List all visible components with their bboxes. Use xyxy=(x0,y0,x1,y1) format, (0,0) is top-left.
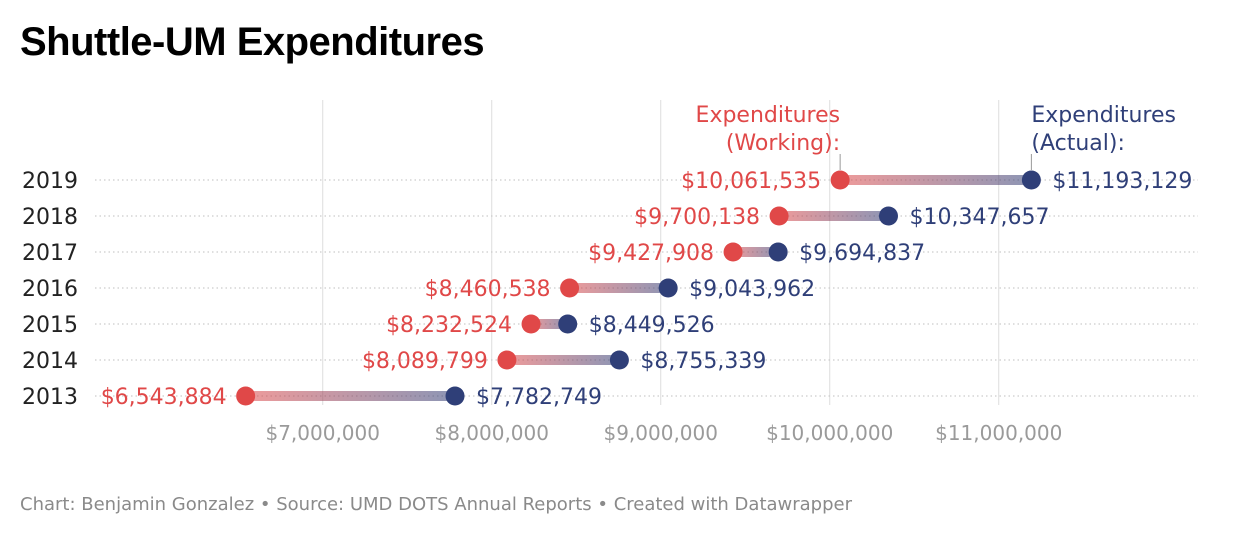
actual-value-label: $10,347,657 xyxy=(909,205,1049,230)
range-bar xyxy=(506,355,620,365)
actual-value-label: $11,193,129 xyxy=(1052,169,1192,194)
data-points xyxy=(236,170,1041,406)
working-dot xyxy=(521,314,541,334)
actual-dot xyxy=(878,206,898,226)
range-bar xyxy=(531,319,568,329)
actual-dot xyxy=(658,278,678,298)
x-tick-labels: $7,000,000 $8,000,000 $9,000,000 $10,000,00… xyxy=(265,421,1062,445)
x-tick-label: $8,000,000 xyxy=(434,421,549,445)
range-bar xyxy=(779,211,889,221)
category-label: 2016 xyxy=(22,277,78,302)
actual-dot xyxy=(445,386,465,406)
working-dot xyxy=(560,278,580,298)
actual-value-label: $9,043,962 xyxy=(689,277,815,302)
working-dot xyxy=(497,350,517,370)
working-value-label: $9,427,908 xyxy=(588,241,714,266)
x-tick-label: $9,000,000 xyxy=(603,421,718,445)
actual-value-label: $9,694,837 xyxy=(799,241,925,266)
chart-title: Shuttle-UM Expenditures xyxy=(20,20,485,64)
actual-value-label: $7,782,749 xyxy=(476,385,602,410)
working-value-label: $10,061,535 xyxy=(681,169,821,194)
working-value-label: $9,700,138 xyxy=(634,205,760,230)
series-labels: Expenditures (Working): Expenditures (Actua… xyxy=(696,103,1176,170)
category-label: 2014 xyxy=(22,349,78,374)
actual-value-label: $8,755,339 xyxy=(640,349,766,374)
footer-credit: Chart: Benjamin Gonzalez xyxy=(20,494,255,515)
footer-separator: • xyxy=(254,494,277,515)
footer-created: Created with Datawrapper xyxy=(613,494,853,515)
actual-dot xyxy=(609,350,629,370)
category-labels: 2019 2018 2017 2016 2015 2014 2013 xyxy=(22,169,78,410)
actual-series-label: Expenditures xyxy=(1031,103,1176,128)
footer: Chart: Benjamin Gonzalez • Source: UMD D… xyxy=(20,494,852,515)
category-label: 2019 xyxy=(22,169,78,194)
footer-separator: • xyxy=(591,494,614,515)
working-value-label: $6,543,884 xyxy=(101,385,227,410)
actual-dot xyxy=(768,242,788,262)
value-labels: $10,061,535 $11,193,129 $9,700,138 $10,347,… xyxy=(101,169,1193,410)
range-bar xyxy=(840,175,1032,185)
range-bar xyxy=(733,247,779,257)
range-bar xyxy=(569,283,669,293)
actual-value-label: $8,449,526 xyxy=(589,313,715,338)
footer-source: Source: UMD DOTS Annual Reports xyxy=(276,494,592,515)
x-tick-label: $10,000,000 xyxy=(766,421,893,445)
actual-dot xyxy=(558,314,578,334)
category-label: 2015 xyxy=(22,313,78,338)
category-label: 2018 xyxy=(22,205,78,230)
working-dot xyxy=(236,386,256,406)
actual-series-label: (Actual): xyxy=(1031,131,1125,156)
category-label: 2013 xyxy=(22,385,78,410)
x-tick-label: $11,000,000 xyxy=(935,421,1062,445)
working-series-label: (Working): xyxy=(726,131,840,156)
range-bars xyxy=(245,175,1032,401)
working-dot xyxy=(830,170,850,190)
range-bar xyxy=(245,391,456,401)
category-label: 2017 xyxy=(22,241,78,266)
working-value-label: $8,089,799 xyxy=(362,349,488,374)
working-dot xyxy=(769,206,789,226)
working-dot xyxy=(723,242,743,262)
working-series-label: Expenditures xyxy=(696,103,841,128)
actual-dot xyxy=(1021,170,1041,190)
working-value-label: $8,460,538 xyxy=(425,277,551,302)
working-value-label: $8,232,524 xyxy=(386,313,512,338)
x-tick-label: $7,000,000 xyxy=(265,421,380,445)
